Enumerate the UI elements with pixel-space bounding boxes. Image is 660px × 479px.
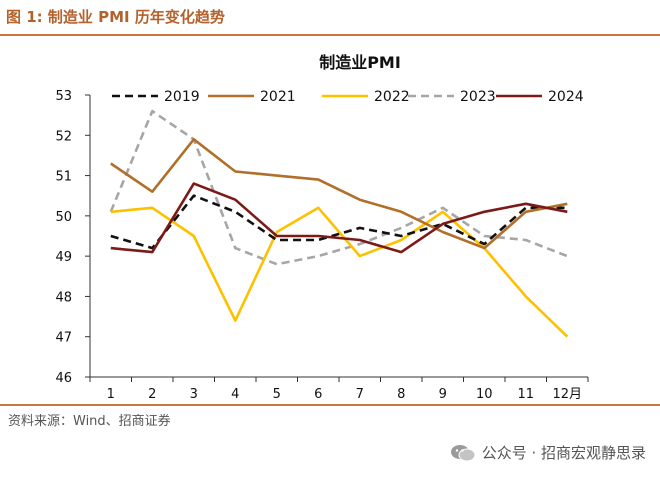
legend-label-2024: 2024 xyxy=(548,89,584,105)
y-tick-label: 52 xyxy=(55,129,72,144)
x-tick-label: 12月 xyxy=(552,387,582,400)
x-tick-label: 2 xyxy=(148,387,156,400)
footer-rule xyxy=(0,404,660,406)
x-tick-label: 10 xyxy=(476,387,493,400)
y-tick-label: 53 xyxy=(55,89,72,104)
x-tick-label: 1 xyxy=(107,387,115,400)
legend-label-2022: 2022 xyxy=(374,89,410,105)
series-line-2021 xyxy=(110,138,568,250)
wechat-icon xyxy=(450,444,476,461)
chart-axes: 46 47 48 49 50 51 52 53 1 2 3 4 5 6 7 8 9 10 11 12月 xyxy=(55,89,589,400)
y-tick-label: 49 xyxy=(55,250,72,265)
watermark: 公众号 · 招商宏观静思录 xyxy=(450,442,646,463)
source-note: 资料来源：Wind、招商证券 xyxy=(8,414,171,429)
watermark-text: 公众号 · 招商宏观静思录 xyxy=(481,444,646,462)
x-tick-label: 5 xyxy=(273,387,281,400)
x-tick-label: 11 xyxy=(517,387,534,400)
x-tick-label: 3 xyxy=(190,387,198,400)
figure-title: 图 1: 制造业 PMI 历年变化趋势 xyxy=(6,8,225,26)
legend-label-2021: 2021 xyxy=(260,89,296,105)
pmi-line-chart: 制造业PMI 2019 2021 2022 2023 2024 464748495051… xyxy=(55,53,589,400)
header-rule xyxy=(0,34,660,36)
legend-label-2023: 2023 xyxy=(460,89,496,105)
x-tick-label: 4 xyxy=(231,387,239,400)
series-line-2024 xyxy=(110,182,568,254)
chart-legend: 2019 2021 2022 2023 2024 xyxy=(112,89,584,105)
x-tick-label: 9 xyxy=(439,387,447,400)
chart-title: 制造业PMI xyxy=(319,53,401,72)
y-tick-label: 46 xyxy=(55,371,72,386)
x-tick-label: 6 xyxy=(314,387,322,400)
series-line-2022 xyxy=(110,206,569,338)
chart-series xyxy=(109,109,569,338)
y-tick-label: 51 xyxy=(55,170,72,185)
legend-label-2019: 2019 xyxy=(164,89,200,105)
y-tick-label: 48 xyxy=(55,290,72,305)
x-tick-label: 8 xyxy=(397,387,405,400)
y-tick-label: 47 xyxy=(55,331,72,346)
series-line-2023 xyxy=(109,109,568,266)
figure-header: 图 1: 制造业 PMI 历年变化趋势 xyxy=(0,0,660,38)
y-tick-label: 50 xyxy=(55,210,72,225)
series-line-2019 xyxy=(110,194,568,250)
x-tick-label: 7 xyxy=(356,387,364,400)
